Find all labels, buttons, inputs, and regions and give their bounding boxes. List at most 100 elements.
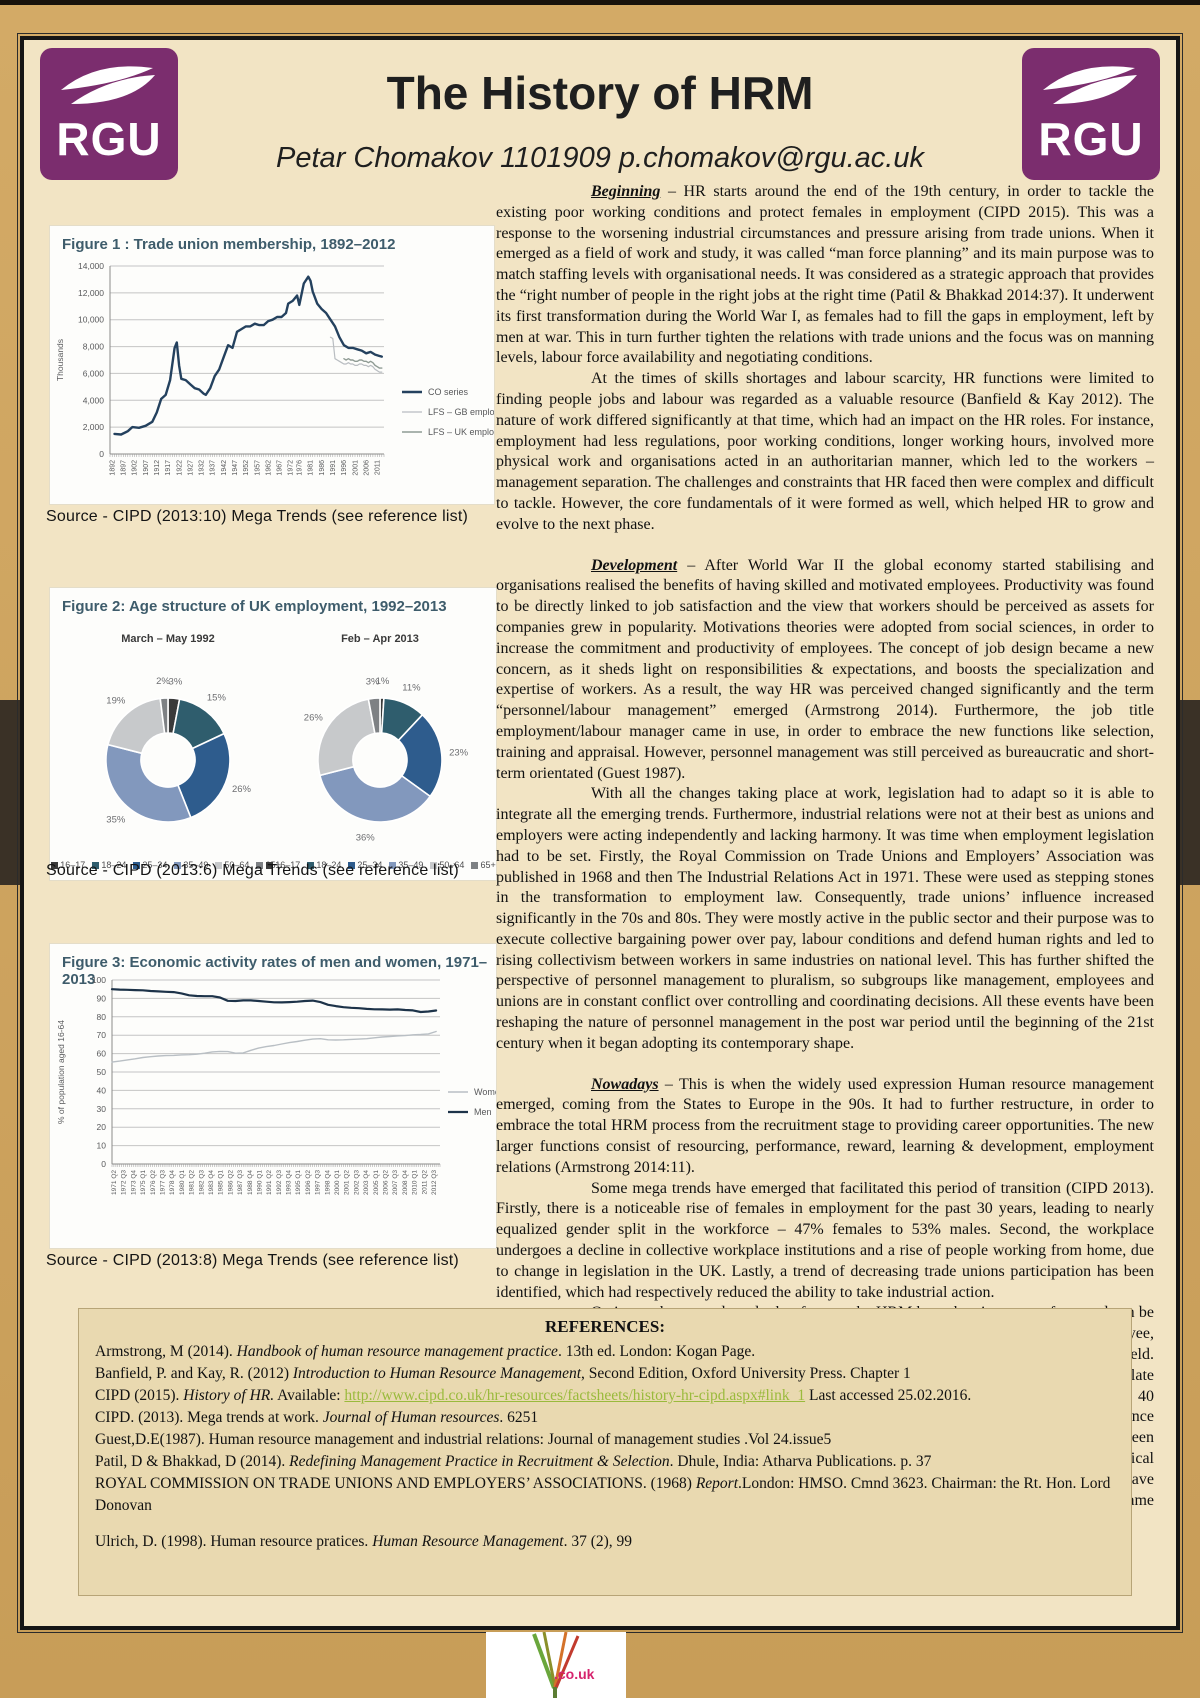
svg-text:Women: Women [474,1087,496,1097]
svg-text:1967: 1967 [277,460,284,476]
figure2-legend-2013: 16–17 18–24 25–34 35–49 50–64 65+ [266,860,496,870]
reference-text: CIPD. (2013). Mega trends at work. [95,1409,323,1426]
svg-text:23%: 23% [449,748,469,759]
svg-text:1976 Q2: 1976 Q2 [150,1170,157,1195]
svg-text:2006: 2006 [363,460,370,476]
legend-item: 35–49 [174,860,208,870]
svg-text:60: 60 [97,1049,107,1059]
reference-text: Patil, D & Bhakkad, D (2014). [95,1453,290,1470]
svg-text:1996: 1996 [341,460,348,476]
reference-item: Patil, D & Bhakkad, D (2014). Redefining… [95,1451,1115,1473]
figure3-line-chart: 0 10 20 30 40 50 60 70 80 90 100 1971 Q2 1972 Q3 1973… [50,972,505,1251]
legend-item: 50–64 [430,860,464,870]
legend-swatch-icon [471,861,479,869]
svg-text:1973 Q4: 1973 Q4 [130,1170,137,1195]
figure2-card: Figure 2: Age structure of UK employment… [50,588,496,880]
svg-text:1957: 1957 [254,460,261,476]
svg-text:1996 Q2: 1996 Q2 [305,1170,312,1195]
svg-text:12,000: 12,000 [78,288,104,298]
figure2-donut-charts: March – May 1992 3% 15% 26% 35% 19% 2% Feb – Ap… [50,620,496,863]
reference-link[interactable]: http://www.cipd.co.uk/hr-resources/facts… [344,1387,806,1404]
rgu-logo-right: RGU [1022,48,1160,180]
figure1-source: Source - CIPD (2013:10) Mega Trends (see… [46,508,469,525]
svg-text:15%: 15% [207,693,227,704]
svg-text:50: 50 [97,1067,107,1077]
svg-text:1902: 1902 [132,460,139,476]
legend-item: 50–64 [215,860,249,870]
reference-text: Ulrich, D. (1998). Human resource pratic… [95,1533,373,1550]
svg-text:1977 Q3: 1977 Q3 [160,1170,167,1195]
section-development: Development – After World War II the glo… [496,556,1154,1055]
svg-text:2003 Q4: 2003 Q4 [363,1170,370,1195]
svg-text:1952: 1952 [243,460,250,476]
svg-text:1927: 1927 [187,460,194,476]
svg-text:0: 0 [101,1159,106,1169]
legend-swatch-icon [215,861,223,869]
svg-text:20: 20 [97,1122,107,1132]
svg-text:10: 10 [97,1141,107,1151]
rgu-wave-icon [1022,58,1160,114]
svg-text:1997 Q3: 1997 Q3 [315,1170,322,1195]
legend-swatch-icon [133,861,141,869]
reference-text: . 37 (2), 99 [563,1533,633,1550]
paragraph: Development – After World War II the glo… [496,556,1154,785]
legend-swatch-icon [92,861,100,869]
references-title: REFERENCES: [545,1317,665,1336]
couk-logo-icon [486,1632,626,1698]
section-beginning: Beginning – HR starts around the end of … [496,182,1154,536]
legend-item: 16–17 [51,860,85,870]
svg-text:8,000: 8,000 [83,342,105,352]
svg-text:3%: 3% [169,676,183,687]
svg-text:14,000: 14,000 [78,261,104,271]
svg-text:1982 Q3: 1982 Q3 [198,1170,205,1195]
svg-text:2002 Q3: 2002 Q3 [353,1170,360,1195]
couk-watermark: .co.uk [486,1632,626,1698]
svg-text:1985 Q1: 1985 Q1 [218,1170,225,1195]
svg-text:1971 Q2: 1971 Q2 [111,1170,118,1195]
svg-text:2011: 2011 [375,460,382,475]
svg-text:1976: 1976 [297,460,304,476]
rgu-logo-label: RGU [1038,113,1144,165]
svg-text:2001: 2001 [352,460,359,476]
legend-item: 25–34 [133,860,167,870]
svg-text:LFS – UK employees: LFS – UK employees [428,427,494,437]
svg-text:1917: 1917 [165,460,172,476]
rgu-logo-left: RGU [40,48,178,180]
legend-item: 18–24 [92,860,126,870]
svg-text:1995 Q1: 1995 Q1 [295,1170,302,1195]
reference-item: Armstrong, M (2014). Handbook of human r… [95,1341,1115,1363]
reference-title: Journal of Human resources [322,1409,500,1426]
legend-swatch-icon [430,861,438,869]
reference-item: CIPD (2015). History of HR. Available: h… [95,1385,1115,1407]
paragraph-text: – This is when the widely used expressio… [496,1075,1154,1176]
svg-text:% of population aged 16-64: % of population aged 16-64 [56,1020,66,1124]
figure1-caption: Figure 1 : Trade union membership, 1892–… [62,236,396,253]
reference-item: Ulrich, D. (1998). Human resource pratic… [95,1531,1115,1553]
section-heading: Beginning [591,183,661,200]
reference-title: Introduction to Human Resource Managemen… [292,1365,582,1382]
svg-text:100: 100 [92,975,106,985]
figure2-source: Source - CIPD (2013:6) Mega Trends (see … [46,862,459,879]
svg-text:1988 Q4: 1988 Q4 [247,1170,254,1195]
section-heading: Nowadays [591,1075,659,1093]
reference-title: Handbook of human resource management pr… [236,1343,558,1360]
svg-text:1892: 1892 [110,460,117,476]
svg-text:1937: 1937 [210,460,217,476]
reference-item: CIPD. (2013). Mega trends at work. Journ… [95,1407,1115,1429]
svg-text:2010 Q1: 2010 Q1 [412,1170,419,1195]
svg-text:1991 Q2: 1991 Q2 [266,1170,273,1195]
reference-text: . Dhule, India: Atharva Publications. p.… [669,1453,932,1470]
references-panel: REFERENCES: Armstrong, M (2014). Handboo… [78,1308,1132,1596]
svg-text:1932: 1932 [199,460,206,476]
svg-text:80: 80 [97,1012,107,1022]
svg-text:30: 30 [97,1104,107,1114]
svg-text:1980 Q1: 1980 Q1 [179,1170,186,1195]
legend-swatch-icon [389,861,397,869]
figure3-card: Figure 3: Economic activity rates of men… [50,944,505,1251]
svg-text:35%: 35% [106,814,126,825]
svg-text:2,000: 2,000 [83,422,105,432]
svg-text:26%: 26% [232,784,252,795]
svg-text:2001 Q2: 2001 Q2 [344,1170,351,1195]
paragraph: With all the changes taking place at wor… [496,785,1154,1052]
svg-text:Thousands: Thousands [55,339,65,381]
